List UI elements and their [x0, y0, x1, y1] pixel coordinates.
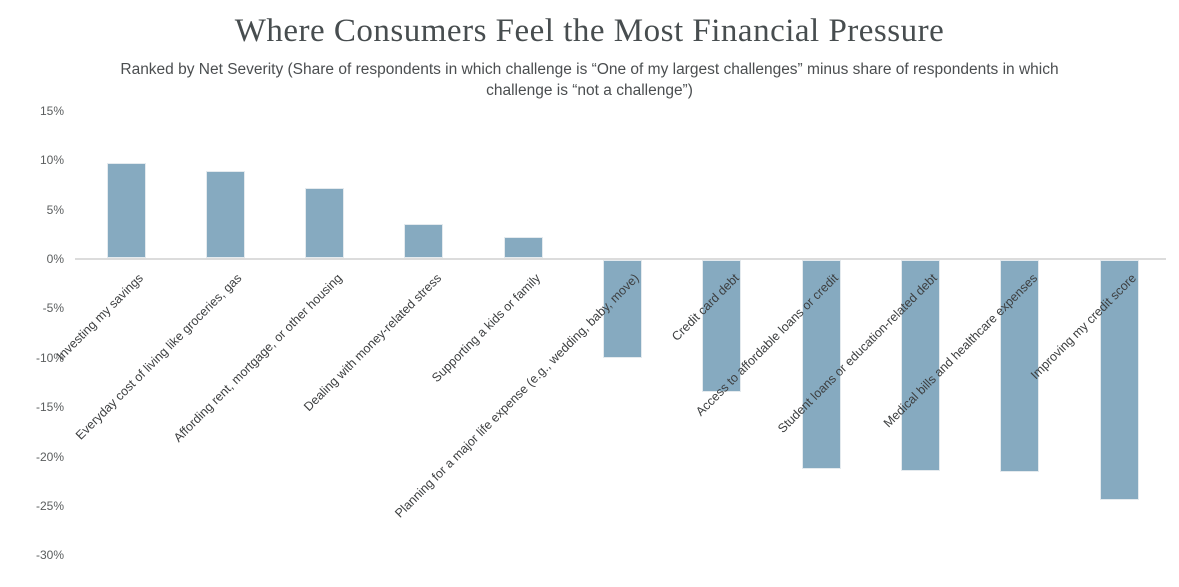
y-axis-tick-label: -25% — [35, 499, 64, 513]
bar — [802, 260, 841, 469]
y-axis-tick-label: -20% — [35, 450, 64, 464]
y-axis-tick-label: -10% — [35, 351, 64, 365]
y-axis-tick-label: -5% — [42, 301, 64, 315]
category-label: Affording rent, mortgage, or other housi… — [171, 271, 345, 445]
y-axis-tick-label: -30% — [35, 548, 64, 562]
y-axis-tick-label: 5% — [46, 203, 64, 217]
chart-title: Where Consumers Feel the Most Financial … — [234, 13, 945, 49]
bar — [603, 260, 642, 358]
bar — [901, 260, 940, 471]
category-label: Supporting a kids or family — [428, 271, 543, 386]
bar — [504, 237, 543, 258]
category-label: Investing my savings — [53, 271, 146, 363]
category-label: Everyday cost of living like groceries, … — [73, 271, 245, 443]
bar — [1100, 260, 1139, 500]
y-axis-tick-label: 0% — [46, 252, 64, 266]
bar — [702, 260, 741, 392]
y-axis-tick-label: -15% — [35, 400, 64, 414]
bar — [404, 224, 443, 258]
bar — [305, 188, 344, 258]
y-axis-tick-label: 15% — [39, 104, 64, 118]
category-label: Planning for a major life expense (e.g.,… — [392, 271, 642, 521]
y-axis-tick-label: 10% — [39, 153, 64, 167]
bar — [206, 171, 245, 258]
bar — [107, 163, 146, 258]
chart-subtitle: Ranked by Net Severity (Share of respond… — [120, 61, 1059, 99]
x-axis-zero-line — [75, 258, 1166, 260]
bar — [1000, 260, 1039, 472]
